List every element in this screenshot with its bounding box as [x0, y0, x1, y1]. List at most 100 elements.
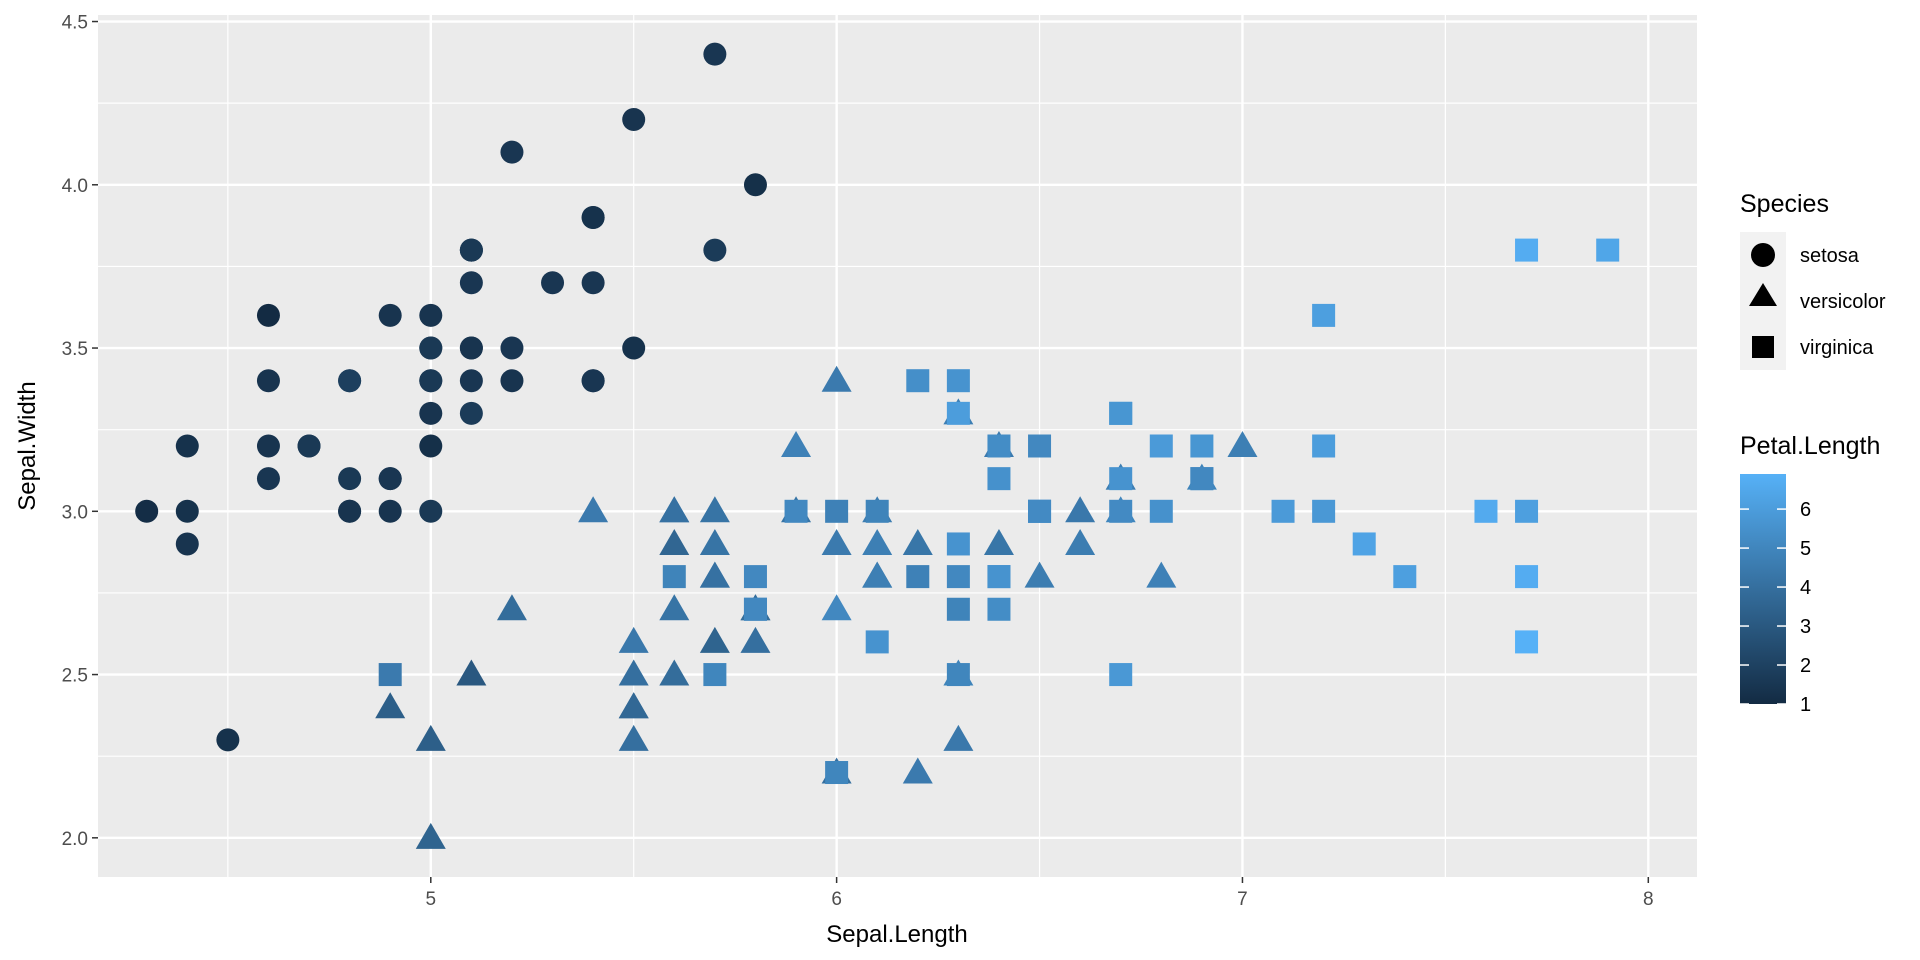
data-point-setosa: [378, 467, 402, 491]
grid-minor: [98, 15, 1697, 877]
data-point-virginica: [743, 597, 767, 621]
data-point-virginica: [1515, 499, 1539, 523]
colorbar-ticks: 1 2 3 4 5 6: [1740, 499, 1811, 716]
data-point-setosa: [581, 205, 605, 229]
data-point-virginica: [946, 369, 970, 393]
data-point-versicolor: [659, 496, 690, 523]
y-axis-title: Sepal.Width: [14, 381, 41, 510]
data-point-virginica: [906, 369, 930, 393]
data-point-virginica: [1515, 630, 1539, 654]
legend-label-setosa: setosa: [1800, 245, 1860, 267]
data-point-virginica: [1352, 532, 1376, 556]
x-tick-label: 8: [1643, 889, 1654, 910]
data-point-versicolor: [862, 528, 893, 555]
data-point-virginica: [784, 499, 808, 523]
data-point-virginica: [987, 597, 1011, 621]
data-point-virginica: [946, 532, 970, 556]
data-point-versicolor: [659, 659, 690, 686]
data-point-virginica: [1149, 499, 1173, 523]
data-point-virginica: [865, 630, 889, 654]
data-point-setosa: [622, 336, 646, 360]
data-point-versicolor: [415, 724, 446, 751]
data-point-setosa: [581, 271, 605, 295]
data-point-versicolor: [618, 724, 649, 751]
data-point-virginica: [946, 663, 970, 687]
color-legend-title: Petal.Length: [1740, 432, 1880, 460]
plot-panel: [98, 15, 1697, 877]
data-point-virginica: [987, 434, 1011, 458]
data-point-versicolor: [1065, 496, 1096, 523]
data-point-virginica: [946, 565, 970, 589]
data-point-virginica: [1393, 565, 1417, 589]
shape-legend: Species setosa versicolor virginica: [1740, 190, 1886, 370]
data-point-setosa: [743, 173, 767, 197]
data-point-virginica: [1474, 499, 1498, 523]
colorbar-tick-label: 2: [1800, 655, 1811, 677]
data-point-virginica: [825, 499, 849, 523]
data-point-virginica: [703, 663, 727, 687]
data-point-setosa: [297, 434, 321, 458]
data-point-setosa: [338, 499, 362, 523]
y-tick-label: 3.5: [62, 339, 88, 360]
legend-key-circle: [1751, 243, 1775, 267]
data-point-virginica: [1190, 434, 1214, 458]
data-point-setosa: [541, 271, 565, 295]
data-point-setosa: [256, 369, 280, 393]
data-point-versicolor: [1065, 528, 1096, 555]
legend-label-virginica: virginica: [1800, 337, 1874, 359]
data-point-virginica: [1515, 238, 1539, 262]
data-point-virginica: [1312, 303, 1336, 327]
data-point-virginica: [946, 597, 970, 621]
data-point-virginica: [906, 565, 930, 589]
y-tick-label: 4.0: [62, 176, 88, 197]
data-point-setosa: [703, 238, 727, 262]
colorbar-tick-label: 3: [1800, 616, 1811, 638]
data-point-setosa: [419, 434, 443, 458]
y-tick-label: 4.5: [62, 13, 88, 34]
data-point-setosa: [419, 303, 443, 327]
y-tick-label: 2.5: [62, 666, 88, 687]
data-point-versicolor: [456, 659, 487, 686]
legend-label-versicolor: versicolor: [1800, 291, 1886, 313]
data-point-setosa: [459, 336, 483, 360]
data-point-setosa: [419, 401, 443, 425]
data-point-setosa: [459, 271, 483, 295]
data-point-setosa: [256, 303, 280, 327]
data-point-versicolor: [699, 626, 730, 653]
data-point-versicolor: [902, 757, 933, 784]
data-point-versicolor: [699, 496, 730, 523]
data-point-versicolor: [821, 594, 852, 621]
data-point-virginica: [1109, 401, 1133, 425]
data-point-versicolor: [862, 561, 893, 588]
data-point-setosa: [419, 499, 443, 523]
data-point-versicolor: [1146, 561, 1177, 588]
data-point-versicolor: [415, 822, 446, 849]
data-point-setosa: [500, 369, 524, 393]
points-layer: [135, 42, 1620, 849]
data-point-virginica: [1312, 434, 1336, 458]
data-point-versicolor: [943, 724, 974, 751]
data-point-setosa: [135, 499, 159, 523]
data-point-virginica: [1109, 499, 1133, 523]
data-point-versicolor: [1024, 561, 1055, 588]
data-point-versicolor: [740, 626, 771, 653]
data-point-virginica: [1515, 565, 1539, 589]
colorbar-tick-label: 4: [1800, 577, 1811, 599]
colorbar-tick-label: 1: [1800, 694, 1811, 716]
data-point-virginica: [1271, 499, 1295, 523]
data-point-virginica: [987, 467, 1011, 491]
y-axis: 2.0 2.5 3.0 3.5 4.0 4.5: [62, 13, 98, 850]
data-point-virginica: [825, 761, 849, 785]
x-tick-label: 7: [1237, 889, 1248, 910]
data-point-versicolor: [1227, 431, 1258, 457]
data-point-versicolor: [375, 692, 406, 719]
data-point-setosa: [378, 303, 402, 327]
data-point-versicolor: [781, 431, 812, 457]
data-point-setosa: [256, 434, 280, 458]
data-point-versicolor: [699, 561, 730, 588]
data-point-virginica: [1190, 467, 1214, 491]
data-point-setosa: [175, 499, 199, 523]
legend-key-square: [1752, 336, 1774, 358]
data-point-versicolor: [659, 528, 690, 555]
colorbar-tick-label: 5: [1800, 538, 1811, 560]
